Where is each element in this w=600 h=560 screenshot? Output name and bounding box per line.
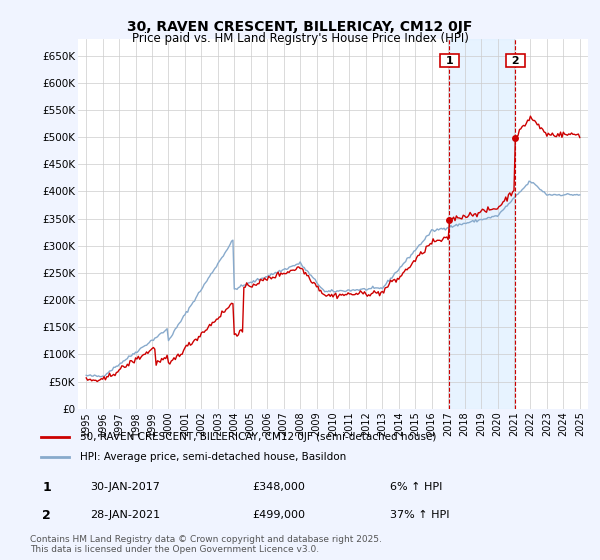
Text: 6% ↑ HPI: 6% ↑ HPI	[390, 482, 442, 492]
Text: Price paid vs. HM Land Registry's House Price Index (HPI): Price paid vs. HM Land Registry's House …	[131, 32, 469, 45]
Text: 1: 1	[442, 56, 457, 66]
Text: £348,000: £348,000	[252, 482, 305, 492]
Text: 28-JAN-2021: 28-JAN-2021	[90, 510, 160, 520]
Text: 1: 1	[42, 480, 51, 494]
Text: 2: 2	[42, 508, 51, 522]
Text: £499,000: £499,000	[252, 510, 305, 520]
Text: 30, RAVEN CRESCENT, BILLERICAY, CM12 0JF (semi-detached house): 30, RAVEN CRESCENT, BILLERICAY, CM12 0JF…	[80, 432, 436, 442]
Text: HPI: Average price, semi-detached house, Basildon: HPI: Average price, semi-detached house,…	[80, 452, 346, 462]
Text: 30-JAN-2017: 30-JAN-2017	[90, 482, 160, 492]
Text: Contains HM Land Registry data © Crown copyright and database right 2025.
This d: Contains HM Land Registry data © Crown c…	[30, 535, 382, 554]
Text: 30, RAVEN CRESCENT, BILLERICAY, CM12 0JF: 30, RAVEN CRESCENT, BILLERICAY, CM12 0JF	[127, 20, 473, 34]
Text: 2: 2	[508, 56, 523, 66]
Text: 37% ↑ HPI: 37% ↑ HPI	[390, 510, 449, 520]
Bar	[449, 39, 515, 409]
